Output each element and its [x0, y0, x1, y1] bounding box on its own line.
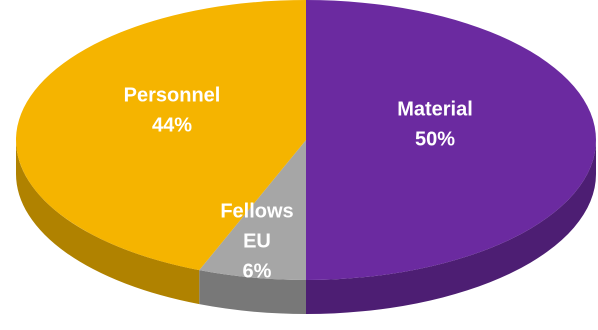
- pie-value-label-personnel: 44%: [152, 114, 192, 136]
- pie-value-label-fellows-eu: 6%: [243, 260, 272, 282]
- pie-side-material: [306, 140, 596, 314]
- pie-side-fellows-eu: [199, 270, 306, 314]
- pie-tops: [16, 0, 596, 280]
- pie-sides: [16, 140, 596, 314]
- pie-category-label-personnel: Personnel: [124, 84, 221, 106]
- pie-value-label-material: 50%: [415, 128, 455, 150]
- pie-slice-personnel: [16, 0, 307, 271]
- pie-labels: Material 50% Fellows EU 6% Personnel 44%: [124, 84, 473, 282]
- pie-category-label-fellows-eu: EU: [243, 230, 271, 252]
- pie-slice-material: [306, 0, 596, 280]
- pie-slice-fellows-eu: [199, 140, 306, 280]
- pie-category-label-material: Material: [397, 98, 473, 120]
- pie-category-label-fellows-eu: Fellows: [220, 200, 293, 222]
- pie-side-personnel: [16, 140, 200, 305]
